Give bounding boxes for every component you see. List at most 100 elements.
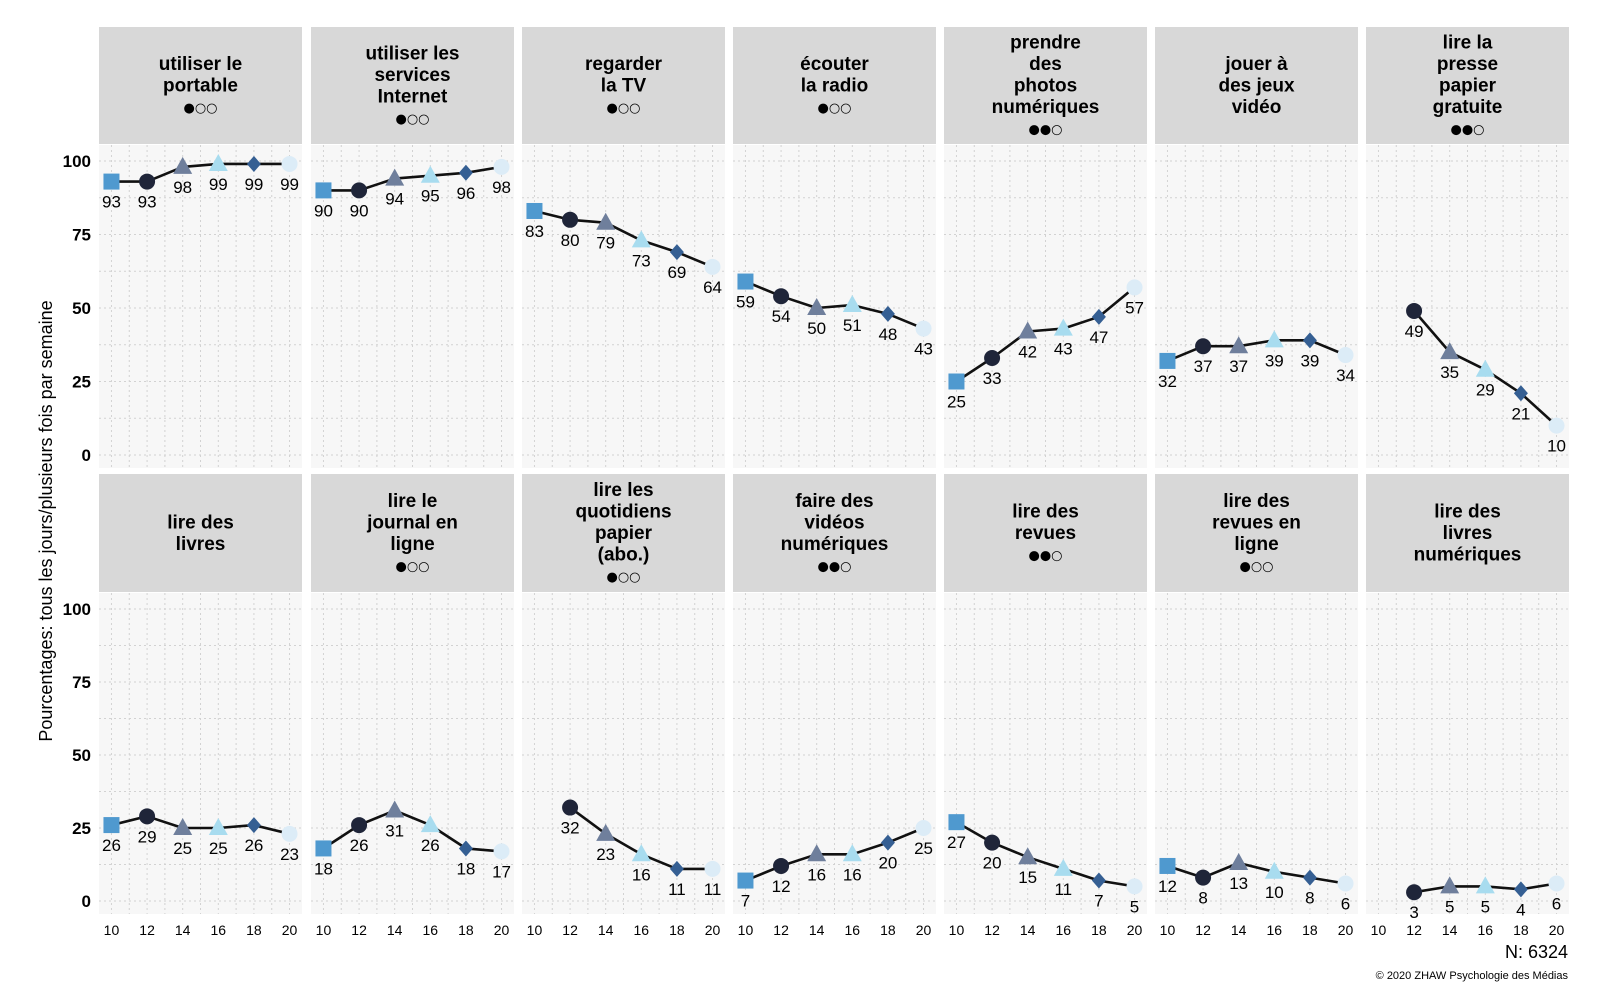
facet-title-line: quotidiens [575, 502, 671, 523]
data-point-marker [1337, 875, 1354, 892]
data-value-label: 47 [1089, 328, 1108, 347]
data-point-marker [1091, 872, 1106, 889]
data-point-marker [1229, 853, 1249, 871]
data-point-marker [880, 305, 895, 322]
data-value-label: 95 [421, 187, 440, 206]
facet-title-line: Internet [378, 86, 448, 107]
x-tick-label: 12 [984, 922, 1000, 938]
data-value-label: 18 [456, 859, 475, 878]
significance-indicator: ●○○ [395, 559, 429, 574]
data-value-label: 83 [525, 222, 544, 241]
data-point-marker [458, 164, 473, 181]
x-tick-label: 16 [845, 922, 861, 938]
data-value-label: 7 [741, 892, 750, 911]
significance-indicator: ●○○ [606, 570, 640, 585]
x-tick-label: 14 [1231, 922, 1247, 938]
data-value-label: 69 [667, 263, 686, 282]
data-point-marker [173, 818, 193, 835]
data-value-label: 3 [1409, 903, 1418, 922]
x-tick-label: 12 [773, 922, 789, 938]
data-value-label: 64 [703, 278, 722, 297]
data-point-marker [103, 173, 120, 190]
data-point-marker [1126, 279, 1143, 296]
facet-title-line: utiliser les [366, 43, 460, 64]
y-tick-label: 25 [72, 819, 91, 838]
data-point-marker [281, 155, 298, 172]
data-value-label: 51 [843, 316, 862, 335]
significance-indicator: ●○○ [395, 112, 429, 127]
data-value-label: 15 [1018, 868, 1037, 887]
facet-title-line: (abo.) [598, 545, 650, 566]
x-tick-label: 18 [458, 922, 474, 938]
x-tick-label: 18 [246, 922, 262, 938]
data-value-label: 32 [561, 819, 580, 838]
x-tick-label: 20 [282, 922, 298, 938]
data-point-marker [773, 288, 790, 305]
facet-title-line: numériques [992, 97, 1100, 118]
data-value-label: 79 [596, 234, 615, 253]
x-tick-label: 20 [494, 922, 510, 938]
copyright-credit: © 2020 ZHAW Psychologie des Médias [1376, 970, 1569, 982]
data-value-label: 99 [209, 175, 228, 194]
facet-title-line: faire des [795, 491, 873, 512]
x-tick-label: 18 [1302, 922, 1318, 938]
data-point-marker [246, 155, 261, 172]
data-value-label: 7 [1094, 892, 1103, 911]
data-value-label: 98 [173, 178, 192, 197]
data-value-label: 90 [350, 201, 369, 220]
data-value-label: 10 [1547, 437, 1566, 456]
data-value-label: 26 [350, 836, 369, 855]
data-value-label: 27 [947, 833, 966, 852]
facet-strip [522, 27, 725, 144]
data-point-marker [1302, 332, 1317, 349]
x-tick-label: 10 [949, 922, 965, 938]
facet-title-line: photos [1014, 76, 1077, 97]
data-point-marker [1513, 881, 1528, 898]
facet-title-line: portable [163, 76, 238, 97]
data-value-label: 25 [209, 839, 228, 858]
data-value-label: 5 [1481, 897, 1490, 916]
data-value-label: 26 [421, 836, 440, 855]
data-point-marker [1337, 347, 1354, 364]
facet-strip [99, 27, 302, 144]
facet-title-line: lire le [388, 491, 438, 512]
data-point-marker [281, 825, 298, 842]
data-point-marker [669, 244, 684, 261]
facet-strip [733, 474, 936, 592]
data-value-label: 10 [1265, 883, 1284, 902]
data-value-label: 59 [736, 293, 755, 312]
facet-title-line: regarder [585, 54, 663, 75]
significance-indicator: ●●○ [1028, 123, 1062, 138]
data-point-marker [1159, 352, 1176, 369]
data-value-label: 73 [632, 251, 651, 270]
facet-title-line: lire les [593, 480, 653, 501]
data-point-marker [173, 156, 193, 174]
significance-indicator: ●●○ [817, 559, 851, 574]
facet-title-line: revues en [1212, 512, 1301, 533]
x-tick-label: 12 [1195, 922, 1211, 938]
x-tick-label: 10 [527, 922, 543, 938]
data-value-label: 8 [1305, 889, 1314, 908]
facet-title-line: lire des [167, 512, 234, 533]
data-point-marker [385, 800, 405, 818]
significance-indicator: ●○○ [1239, 559, 1273, 574]
facet-title-line: papier [1439, 76, 1497, 97]
facet-strip [1366, 474, 1569, 592]
data-point-marker [315, 182, 332, 199]
x-tick-label: 16 [1056, 922, 1072, 938]
x-tick-label: 20 [1338, 922, 1354, 938]
data-value-label: 26 [102, 836, 121, 855]
data-point-marker [915, 320, 932, 337]
y-tick-label: 100 [63, 600, 91, 619]
data-point-marker [493, 158, 510, 175]
data-point-marker [139, 173, 156, 190]
significance-indicator: ●○○ [817, 101, 851, 116]
data-point-marker [1513, 385, 1528, 402]
data-value-label: 8 [1198, 889, 1207, 908]
data-value-label: 99 [244, 175, 263, 194]
